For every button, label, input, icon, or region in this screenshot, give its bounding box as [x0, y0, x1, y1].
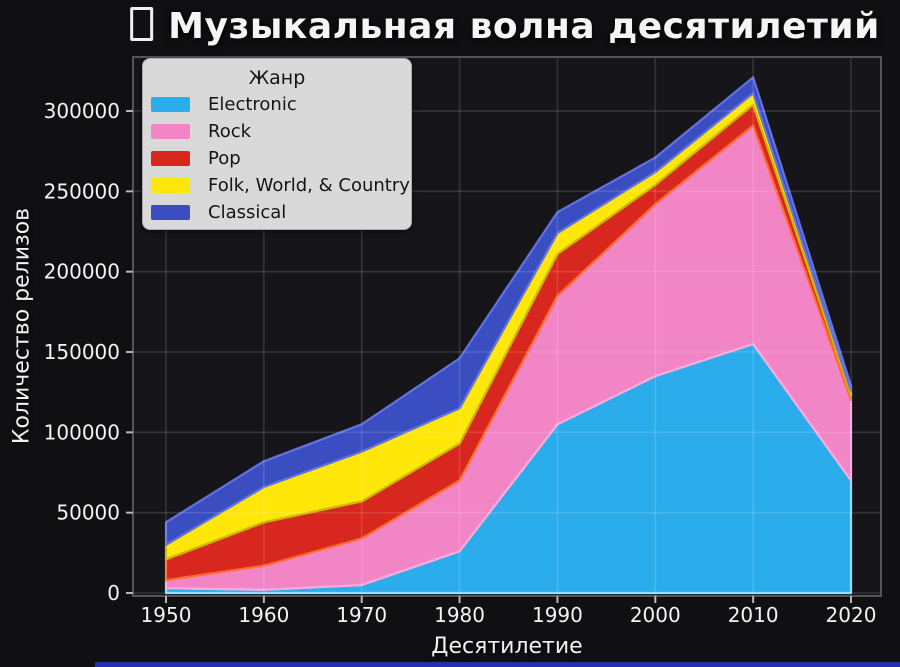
legend-swatch-folk-world-country — [151, 178, 190, 193]
area-classical — [164, 76, 853, 546]
legend-swatch-pop — [151, 151, 190, 166]
legend: Жанр Electronic Rock Pop Folk, World, & Cou… — [142, 58, 412, 230]
chart-title: Музыкальная волна десятилетий — [130, 6, 880, 47]
chart-title-text: Музыкальная волна десятилетий — [168, 6, 880, 47]
legend-label: Classical — [208, 202, 287, 223]
y-tick-label: 50000 — [56, 501, 120, 525]
y-tick-label: 200000 — [44, 260, 120, 284]
legend-item-folk-world-country: Folk, World, & Country — [143, 172, 411, 199]
x-axis-label: Десятилетие — [431, 634, 583, 659]
legend-swatch-rock — [151, 124, 190, 139]
y-axis-label: Количество релизов — [9, 207, 35, 445]
legend-label: Electronic — [208, 94, 297, 115]
legend-item-rock: Rock — [143, 118, 411, 145]
x-tick-label: 1960 — [238, 603, 289, 627]
x-tick-label: 2010 — [728, 603, 779, 627]
x-tick-label: 2020 — [826, 603, 877, 627]
legend-items: Electronic Rock Pop Folk, World, & Country C… — [143, 91, 411, 226]
plot-border — [132, 56, 882, 597]
y-tick-label: 100000 — [44, 420, 120, 444]
areas-group — [164, 76, 853, 595]
legend-item-classical: Classical — [143, 199, 411, 226]
y-tick-label: 150000 — [44, 340, 120, 364]
legend-title: Жанр — [248, 67, 306, 89]
bottom-accent-bar — [95, 662, 900, 667]
legend-swatch-electronic — [151, 97, 190, 112]
tick-labels: 1950 1960 1970 1980 1990 2000 2010 2020 0 50000 10… — [44, 99, 877, 627]
x-tick-label: 2000 — [630, 603, 681, 627]
y-tick-label: 250000 — [44, 179, 120, 203]
legend-swatch-classical — [151, 205, 190, 220]
ticks — [126, 110, 852, 603]
x-tick-label: 1950 — [141, 603, 192, 627]
legend-item-pop: Pop — [143, 145, 411, 172]
y-tick-label: 300000 — [44, 99, 120, 123]
x-tick-label: 1990 — [532, 603, 583, 627]
legend-item-electronic: Electronic — [143, 91, 411, 118]
y-tick-label: 0 — [107, 581, 120, 605]
legend-label: Rock — [208, 121, 252, 142]
x-tick-label: 1970 — [336, 603, 387, 627]
music-note-icon — [130, 7, 154, 41]
x-tick-label: 1980 — [434, 603, 485, 627]
legend-label: Folk, World, & Country — [208, 175, 410, 196]
legend-label: Pop — [208, 148, 241, 169]
